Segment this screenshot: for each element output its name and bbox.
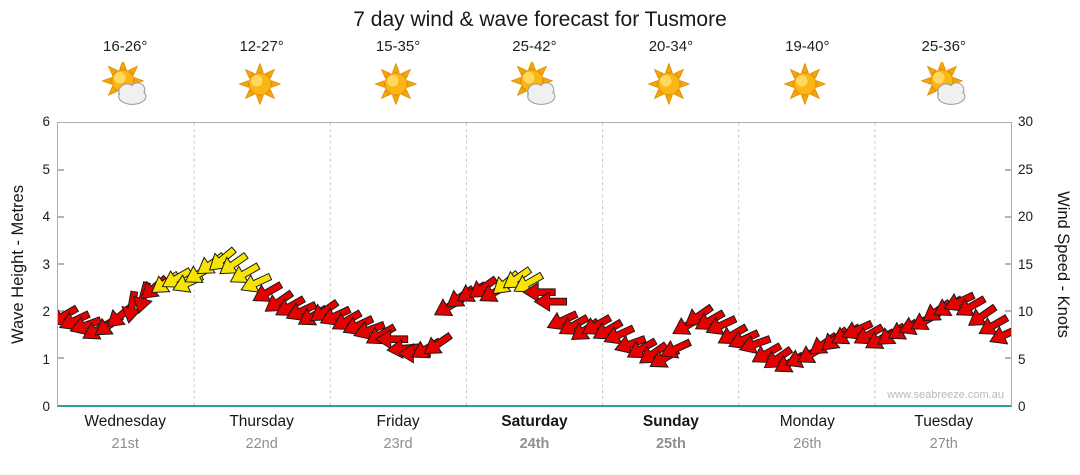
page-title: 7 day wind & wave forecast for Tusmore: [353, 8, 727, 31]
wind-arrow: [626, 337, 658, 359]
partly-cloudy-icon: [508, 59, 560, 108]
y-tick-label-right: 5: [1018, 351, 1026, 367]
wind-arrow: [240, 272, 273, 293]
day-column-label: Thursday 22nd: [193, 413, 329, 452]
day-column-header: 15-35°: [330, 38, 466, 108]
y-tick-label-right: 15: [1018, 256, 1034, 272]
y-tick-label-left: 4: [42, 209, 50, 224]
y-tick-label-left: 1: [42, 351, 50, 367]
day-name: Sunday: [642, 413, 699, 430]
wind-arrow: [967, 303, 998, 326]
day-column-label: Wednesday 21st: [57, 413, 193, 452]
wind-arrow: [546, 310, 579, 331]
wind-arrow: [423, 331, 454, 355]
y-tick-label-left: 5: [42, 161, 50, 177]
day-column-label: Monday 26th: [739, 413, 875, 452]
day-name: Tuesday: [914, 413, 974, 430]
temperature-range: 25-36°: [921, 38, 966, 55]
y-tick-label-right: 0: [1018, 399, 1026, 414]
y-tick-label-left: 0: [42, 399, 50, 414]
wind-arrow: [705, 315, 738, 336]
day-column-header: 25-36°: [876, 38, 1012, 108]
wind-arrow: [229, 262, 261, 284]
day-column-label: Tuesday 27th: [876, 413, 1012, 452]
day-name: Wednesday: [84, 413, 166, 430]
temperature-range: 12-27°: [239, 38, 284, 55]
wind-arrow: [69, 315, 103, 336]
sunny-icon: [236, 62, 288, 108]
y-tick-label-right: 20: [1018, 209, 1034, 224]
day-date: 23rd: [383, 436, 413, 452]
day-column-label: Friday 23rd: [330, 413, 466, 452]
wind-arrow: [841, 319, 874, 340]
day-column-header: 20-34°: [603, 38, 739, 108]
wind-speed-axis-title: Wind Speed - Knots: [1053, 191, 1072, 338]
wind-arrow: [581, 314, 613, 335]
day-column-header: 25-42°: [466, 38, 602, 108]
wind-arrow: [522, 281, 556, 303]
wind-arrow: [603, 324, 636, 345]
day-name: Friday: [376, 413, 420, 430]
y-tick-label-right: 30: [1018, 114, 1034, 129]
temperature-range: 19-40°: [785, 38, 830, 55]
wind-arrow: [660, 338, 692, 359]
temperature-range: 20-34°: [648, 38, 694, 55]
day-column-header: 19-40°: [739, 38, 875, 108]
partly-cloudy-icon: [918, 59, 970, 108]
day-date: 24th: [519, 436, 550, 452]
wind-arrow: [614, 334, 647, 355]
day-date: 26th: [793, 436, 822, 452]
day-date: 27th: [929, 436, 958, 452]
wind-arrow: [943, 291, 976, 312]
partly-cloudy-icon: [99, 59, 151, 108]
day-date: 22nd: [245, 436, 278, 452]
wind-arrow: [853, 323, 885, 345]
temperature-range: 25-42°: [512, 38, 557, 55]
sunny-icon: [645, 62, 697, 108]
wind-arrow: [374, 328, 409, 350]
day-header-row: 16-26° 12-27° 15-35° 25-42° 20-34° 19-40° 25-3…: [57, 38, 1012, 108]
forecast-chart: [57, 122, 1012, 407]
day-name: Saturday: [501, 413, 568, 430]
wind-arrow: [353, 320, 386, 340]
wind-arrow: [558, 314, 590, 335]
watermark: www.seabreeze.com.au: [887, 389, 1004, 401]
day-footer-row: Wednesday 21st Thursday 22nd Friday 23rd Satur…: [57, 413, 1012, 452]
y-tick-label-left: 3: [42, 256, 50, 272]
wind-arrow: [319, 305, 352, 326]
day-date: 25th: [655, 436, 686, 452]
y-tick-label-left: 2: [42, 304, 50, 319]
y-tick-label-right: 10: [1018, 304, 1034, 319]
wind-arrow: [513, 271, 545, 293]
wind-arrow: [252, 281, 284, 302]
day-column-label: Sunday 25th: [603, 413, 739, 452]
wind-arrow: [955, 295, 987, 317]
day-column-header: 16-26°: [57, 38, 193, 108]
wind-arrow: [738, 334, 772, 355]
wind-arrow: [533, 291, 568, 312]
wind-arrow: [751, 342, 783, 364]
wind-arrow: [285, 301, 318, 321]
wind-arrow: [978, 314, 1010, 335]
sunny-icon: [781, 62, 833, 108]
day-column-header: 12-27°: [193, 38, 329, 108]
day-name: Thursday: [229, 413, 294, 430]
sunny-icon: [372, 62, 424, 108]
y-tick-label-left: 6: [42, 114, 50, 129]
temperature-range: 16-26°: [103, 38, 148, 55]
day-date: 21st: [111, 436, 139, 452]
wind-arrow: [989, 324, 1011, 345]
wind-arrow: [219, 252, 249, 275]
day-name: Monday: [779, 413, 835, 430]
temperature-range: 15-35°: [375, 38, 421, 55]
y-tick-label-right: 25: [1018, 161, 1034, 177]
day-column-label: Saturday 24th: [466, 413, 602, 452]
